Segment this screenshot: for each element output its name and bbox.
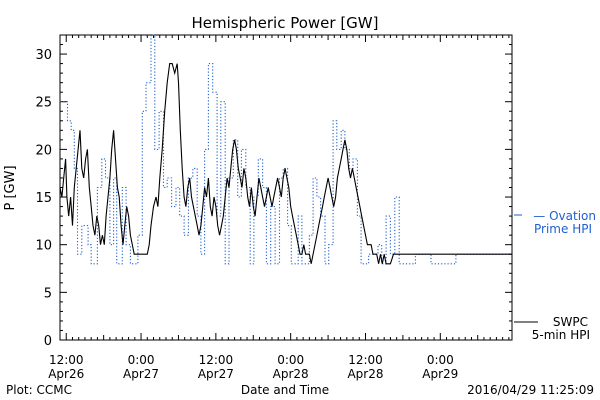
plot-credit: Plot: CCMC: [6, 383, 72, 397]
x-tick-label-date: Apr27: [123, 367, 159, 381]
plot-timestamp: 2016/04/29 11:25:09: [467, 383, 594, 397]
x-tick-label-date: Apr28: [347, 367, 383, 381]
y-tick-label: 25: [35, 96, 52, 111]
x-axis: 12:00Apr260:00Apr2712:00Apr270:00Apr2812…: [48, 35, 510, 381]
y-axis-label: P [GW]: [3, 165, 18, 210]
x-tick-label-date: Apr29: [422, 367, 458, 381]
chart-title: Hemispheric Power [GW]: [192, 14, 379, 32]
x-tick-label-time: 0:00: [128, 353, 155, 367]
y-tick-label: 10: [35, 239, 52, 254]
x-tick-label-date: Apr28: [273, 367, 309, 381]
x-tick-label-date: Apr26: [48, 367, 84, 381]
legend-ovation-label-2: Prime HPI: [534, 222, 592, 236]
y-axis: 0 5 10 15 20 25 30: [35, 34, 512, 349]
swpc-hpi-line: [59, 63, 512, 265]
series-layer: [59, 34, 512, 265]
x-tick-label-date: Apr27: [198, 367, 234, 381]
y-tick-label: 5: [44, 286, 52, 301]
y-tick-label: 30: [35, 48, 52, 63]
y-tick-label: 0: [44, 334, 52, 349]
x-tick-label-time: 12:00: [199, 353, 234, 367]
x-tick-label-time: 0:00: [427, 353, 454, 367]
x-axis-label: Date and Time: [241, 383, 329, 397]
y-tick-label: 15: [35, 191, 52, 206]
legend-swpc-label-1: SWPC: [553, 315, 588, 329]
legend-swpc-label-2: 5-min HPI: [532, 328, 590, 342]
x-tick-label-time: 12:00: [348, 353, 383, 367]
y-tick-label: 20: [35, 143, 52, 158]
x-tick-label-time: 12:00: [49, 353, 84, 367]
legend-ovation-label-1: — Ovation: [533, 209, 596, 223]
ovation-prime-hpi-line: [60, 34, 512, 265]
x-tick-label-time: 0:00: [277, 353, 304, 367]
